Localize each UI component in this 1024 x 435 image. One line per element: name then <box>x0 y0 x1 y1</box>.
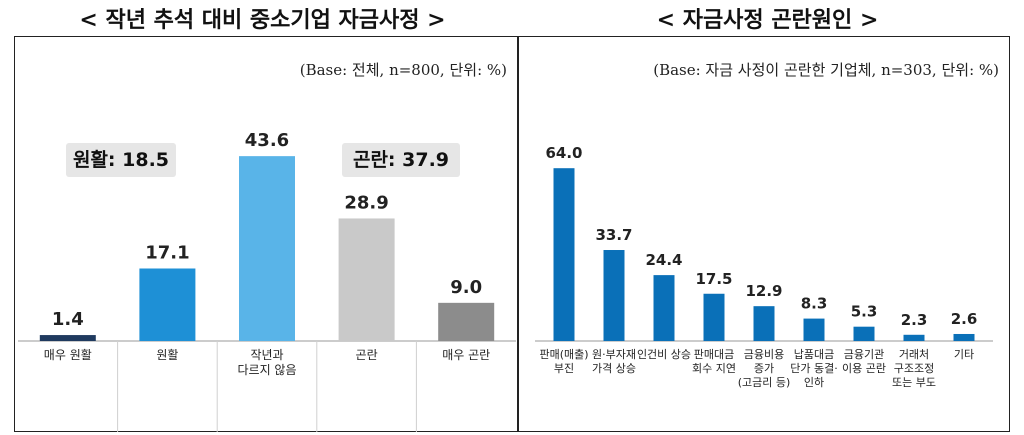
category-label: 매우 곤란 <box>442 348 490 362</box>
category-label: 금융비용 증가 (고금리 등) <box>738 348 791 389</box>
bar <box>239 156 295 341</box>
category-label: 기타 <box>954 348 974 361</box>
data-label: 28.9 <box>344 192 388 213</box>
smooth-summary-badge: 원활: 18.5 <box>66 143 176 177</box>
data-label: 17.5 <box>695 270 732 288</box>
category-label: 곤란 <box>356 348 378 362</box>
data-label: 33.7 <box>595 226 632 244</box>
left-bar-chart: 1.4 매우 원활 17.1 원활 43.6 작년과 다르지 않음 28.9 곤란 9.0 매우 곤… <box>18 130 516 432</box>
category-label: 판매대금 회수 지연 <box>692 348 736 375</box>
bar <box>753 306 775 341</box>
right-base-note: (Base: 자금 사정이 곤란한 기업체, n=303, 단위: %) <box>653 61 999 79</box>
left-chart-panel: (Base: 전체, n=800, 단위: %) 원활: 18.5 곤란: 37… <box>14 36 518 432</box>
right-chart-title: < 자금사정 곤란원인 > <box>656 7 879 33</box>
data-label: 5.3 <box>851 303 878 321</box>
data-label: 1.4 <box>52 309 84 330</box>
bar <box>953 333 975 341</box>
left-chart-title: < 작년 추석 대비 중소기업 자금사정 > <box>79 7 446 33</box>
bar <box>139 268 196 341</box>
left-base-note: (Base: 전체, n=800, 단위: %) <box>299 61 507 79</box>
bar <box>438 302 495 341</box>
category-label: 원·부자재 가격 상승 <box>592 348 636 375</box>
category-label: 매우 원활 <box>44 348 92 362</box>
bar <box>338 218 395 341</box>
data-label: 2.3 <box>901 311 928 329</box>
category-label: 원활 <box>156 348 178 362</box>
bar <box>703 293 725 341</box>
category-label: 인건비 상승 <box>637 348 691 361</box>
category-label: 금융기관 이용 곤란 <box>842 348 886 375</box>
category-label: 거래처 구조조정 또는 부도 <box>892 348 936 389</box>
bar <box>903 334 925 341</box>
bar <box>39 335 96 341</box>
data-label: 17.1 <box>145 242 189 263</box>
difficult-summary-badge: 곤란: 37.9 <box>342 143 460 177</box>
data-label: 12.9 <box>745 282 782 300</box>
bar <box>603 250 625 341</box>
data-label: 24.4 <box>645 251 682 269</box>
data-label: 64.0 <box>545 144 582 162</box>
category-label: 작년과 다르지 않음 <box>237 348 296 377</box>
bar <box>803 318 825 341</box>
right-chart-panel: (Base: 자금 사정이 곤란한 기업체, n=303, 단위: %) 64.… <box>518 36 1010 432</box>
data-label: 2.6 <box>951 310 978 328</box>
bar <box>853 326 875 341</box>
category-label: 납품대금 단가 동결· 인하 <box>790 348 837 389</box>
data-label: 43.6 <box>245 130 289 151</box>
bar <box>553 168 575 341</box>
data-label: 8.3 <box>801 295 828 313</box>
data-label: 9.0 <box>450 277 482 298</box>
right-bar-chart: 64.0 판매(매출) 부진 33.7 원·부자재 가격 상승 24.4 인건비 상승 17.5… <box>535 144 993 389</box>
bar <box>653 275 675 341</box>
category-label: 판매(매출) 부진 <box>539 348 588 375</box>
